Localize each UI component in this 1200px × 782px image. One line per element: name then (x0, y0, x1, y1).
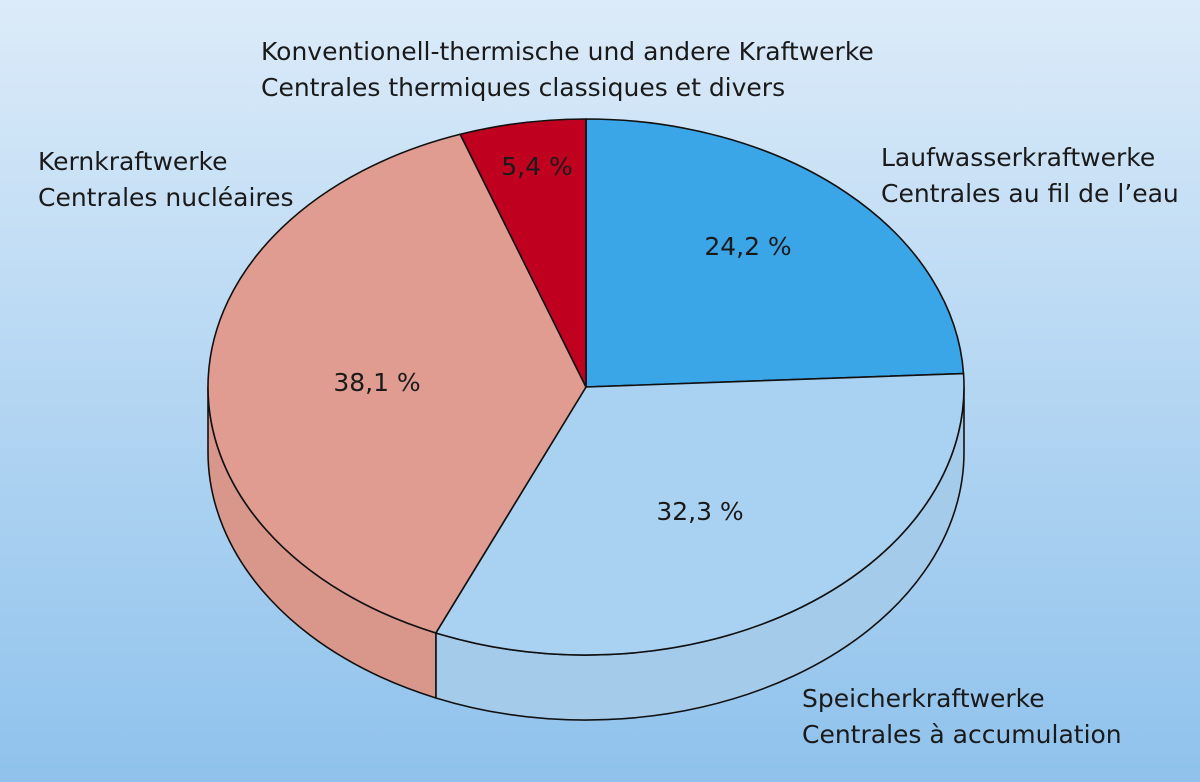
slice-label-fr: Centrales thermiques classiques et diver… (261, 73, 786, 102)
slice-label-fr: Centrales au fil de l’eau (881, 179, 1179, 208)
slice-label-konventionell: Konventionell-thermische und andere Kraf… (261, 34, 874, 106)
slice-label-fr: Centrales nucléaires (38, 183, 294, 212)
pie-slice-2 (207, 133, 587, 634)
slice-label-de: Konventionell-thermische und andere Kraf… (261, 37, 874, 66)
slice-label-de: Laufwasserkraftwerke (881, 143, 1156, 172)
slice-label-fr: Centrales à accumulation (802, 720, 1122, 749)
slice-label-de: Kernkraftwerke (38, 147, 228, 176)
slice-label-kern: Kernkraftwerke Centrales nucléaires (38, 144, 294, 216)
slice-value-label-0: 24,2 % (704, 232, 791, 261)
pie-slice-1 (435, 372, 965, 656)
pie-slice-3 (459, 118, 587, 388)
slice-value-label-1: 32,3 % (656, 497, 743, 526)
slice-label-de: Speicherkraftwerke (802, 684, 1045, 713)
slice-label-speicher: Speicherkraftwerke Centrales à accumulat… (802, 681, 1122, 753)
slice-label-laufwasser: Laufwasserkraftwerke Centrales au fil de… (881, 140, 1179, 212)
slice-value-label-3: 5,4 % (501, 152, 572, 181)
slice-value-label-2: 38,1 % (333, 368, 420, 397)
pie-slice-0 (585, 118, 965, 388)
